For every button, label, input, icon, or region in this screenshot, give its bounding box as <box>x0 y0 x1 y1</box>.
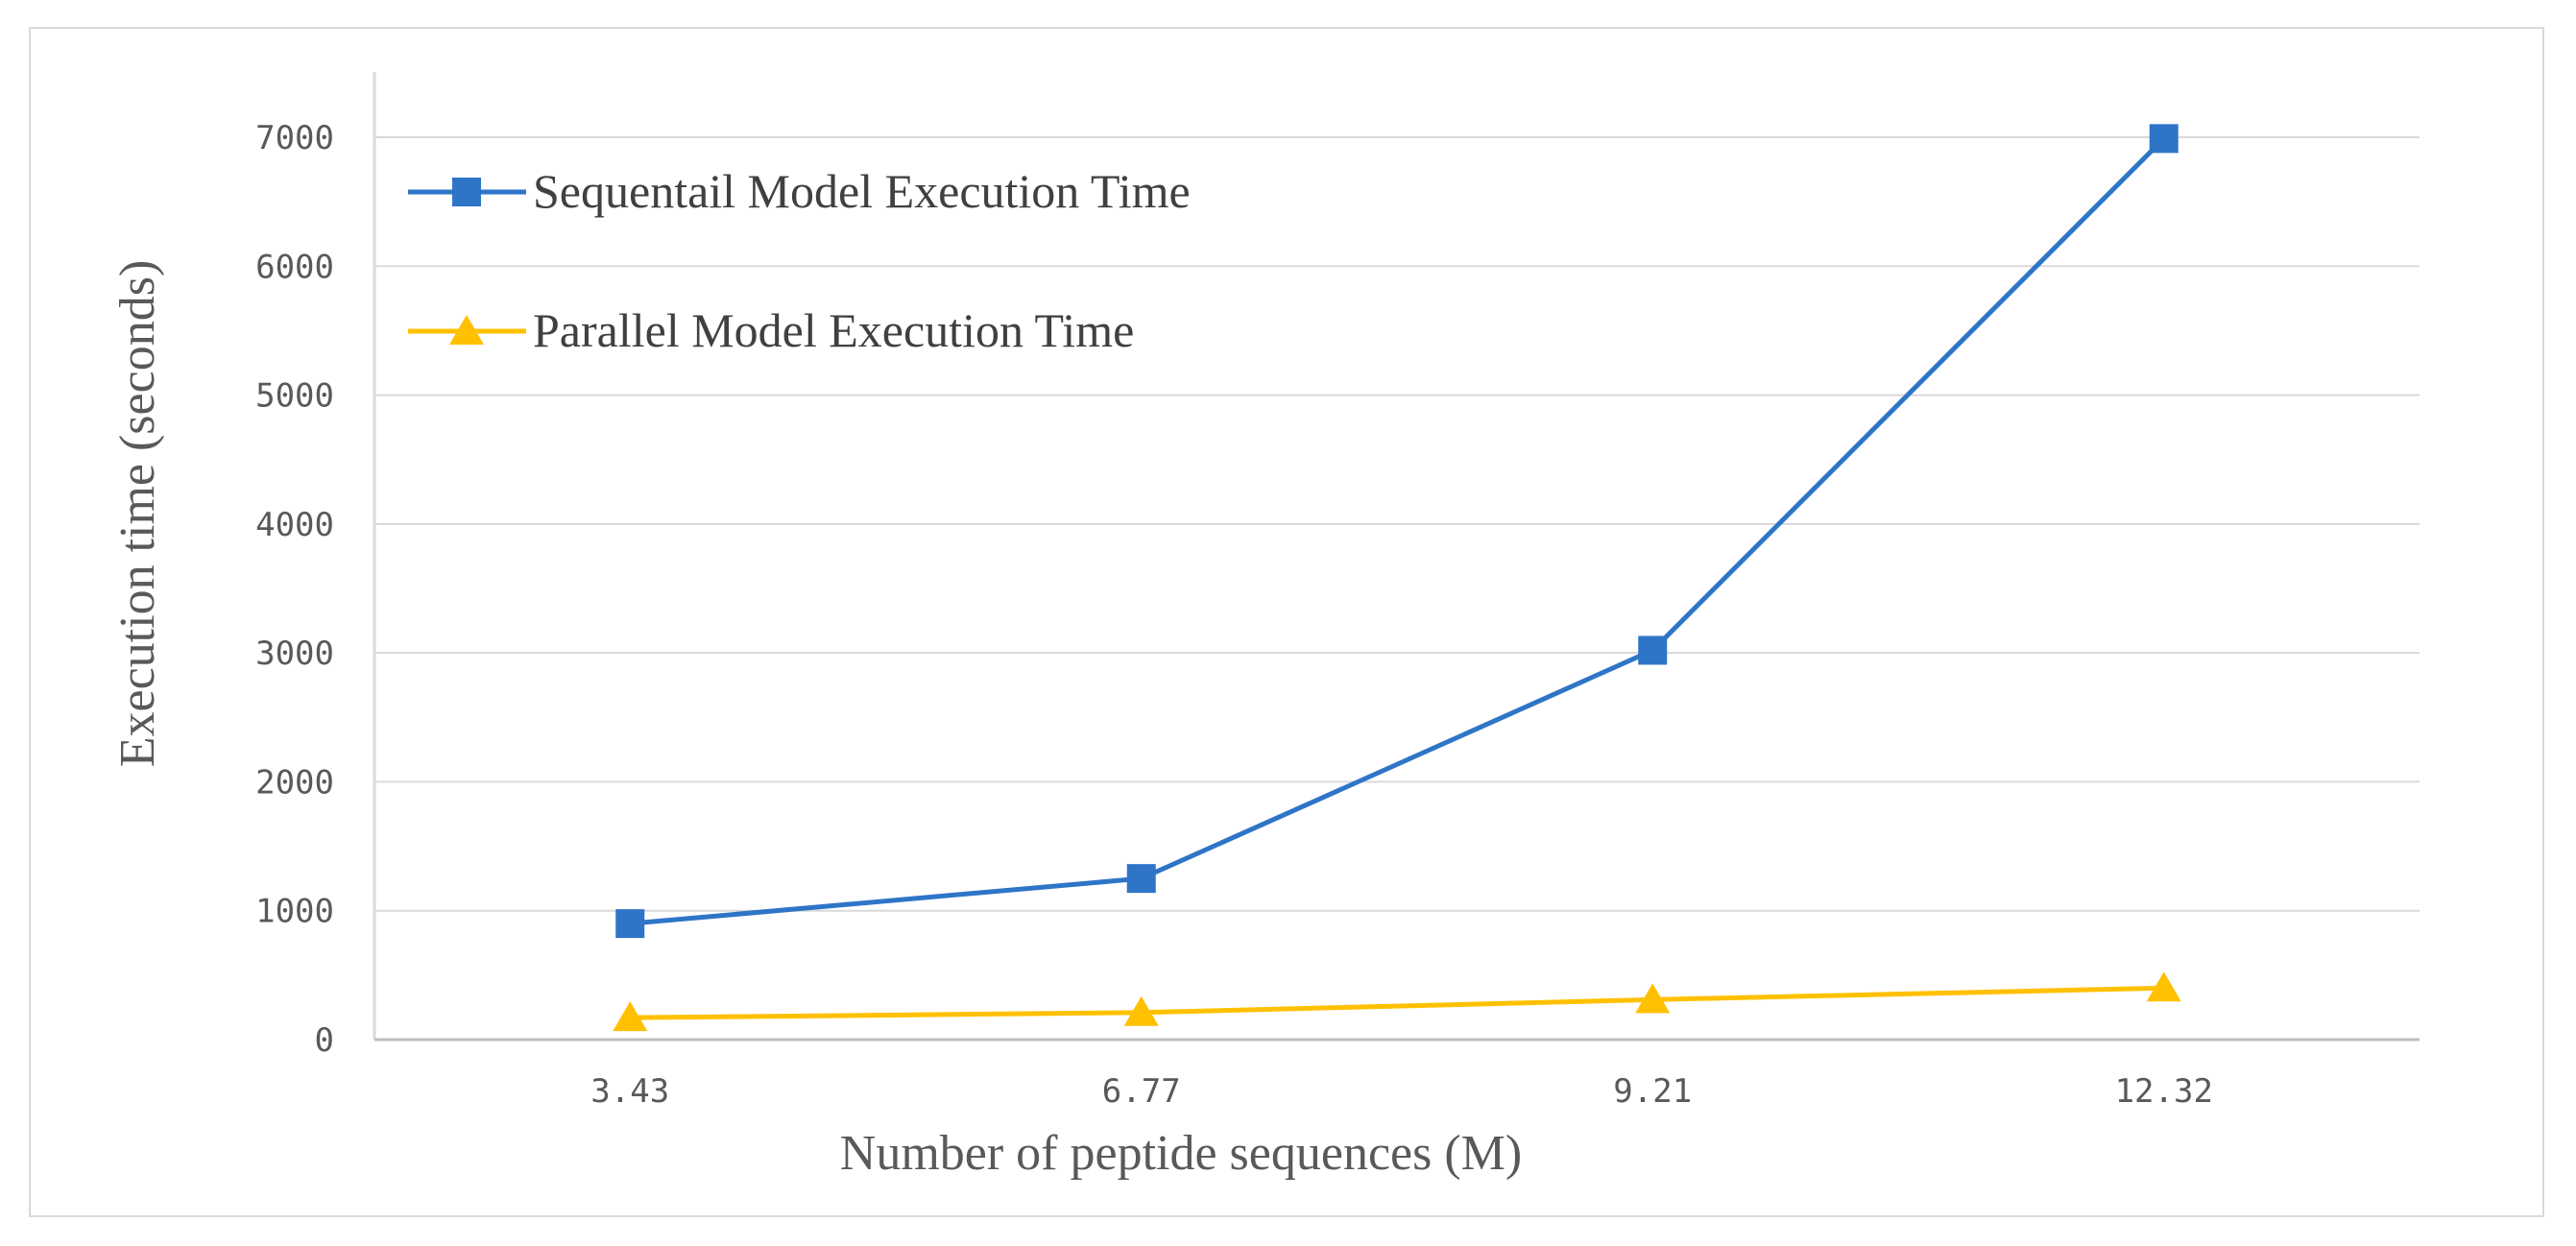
data-point <box>2149 124 2179 154</box>
x-axis-title: Number of peptide sequences (M) <box>840 1126 1522 1181</box>
x-tick-label: 12.32 <box>2115 1072 2213 1111</box>
gridlines <box>374 136 2420 912</box>
series <box>613 124 2181 1032</box>
legend-label: Sequentail Model Execution Time <box>533 164 1191 218</box>
y-tick-label: 1000 <box>255 893 334 931</box>
series-square <box>615 124 2179 939</box>
y-axis-title: Execution time (seconds) <box>110 260 165 768</box>
data-point <box>613 1001 648 1032</box>
y-tick-label: 0 <box>315 1021 334 1060</box>
series-triangle <box>613 971 2181 1032</box>
y-tick-labels: 0 1000 2000 3000 4000 5000 6000 7000 <box>255 119 334 1060</box>
data-point <box>1638 635 1668 665</box>
y-tick-label: 3000 <box>255 635 334 673</box>
axes <box>373 72 2420 1042</box>
y-tick-label: 2000 <box>255 763 334 802</box>
y-tick-label: 4000 <box>255 506 334 544</box>
chart-frame <box>29 27 2544 1217</box>
data-point <box>2146 971 2181 1002</box>
legend-marker <box>449 315 484 345</box>
data-point <box>1123 995 1159 1026</box>
data-point <box>615 909 645 939</box>
y-tick-label: 5000 <box>255 377 334 416</box>
x-tick-label: 9.21 <box>1613 1072 1692 1111</box>
data-point <box>1635 983 1671 1014</box>
legend-item: Parallel Model Execution Time <box>408 303 1134 357</box>
x-tick-label: 6.77 <box>1102 1072 1181 1111</box>
data-point <box>1126 864 1156 894</box>
legend: Sequentail Model Execution Time Parallel … <box>408 164 1191 357</box>
legend-item: Sequentail Model Execution Time <box>408 164 1191 218</box>
y-tick-label: 7000 <box>255 119 334 157</box>
y-tick-label: 6000 <box>255 248 334 286</box>
series-line <box>630 985 2164 1020</box>
legend-marker <box>452 178 481 206</box>
x-tick-label: 3.43 <box>590 1072 669 1111</box>
legend-label: Parallel Model Execution Time <box>533 303 1134 357</box>
series-line <box>630 136 2166 926</box>
x-tick-labels: 3.43 6.77 9.21 12.32 <box>590 1072 2213 1111</box>
